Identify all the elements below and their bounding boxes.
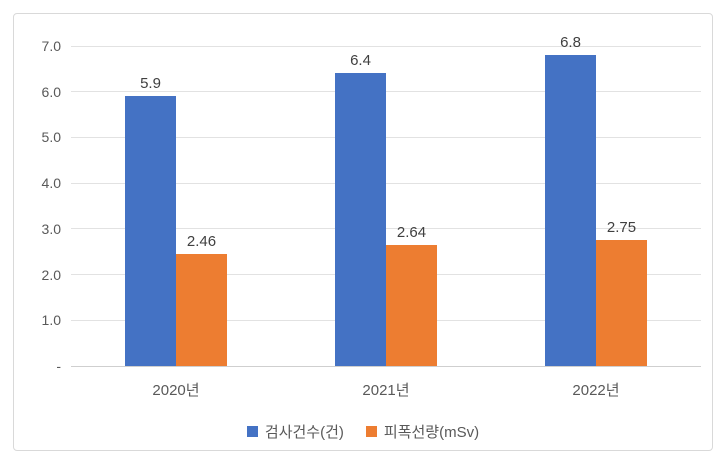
bar-2021년-s2: [386, 245, 437, 366]
legend-item-series1: 검사건수(건): [246, 421, 344, 442]
y-tick-label: 5.0: [41, 129, 61, 146]
legend-label-series1: 검사건수(건): [264, 423, 344, 441]
gridline: [71, 45, 701, 47]
x-axis-line: [71, 366, 701, 367]
gridline: [71, 136, 701, 138]
bar-label: 6.4: [350, 52, 371, 70]
y-tick-label: 4.0: [41, 175, 61, 192]
bar-label: 5.9: [140, 75, 161, 93]
gridline: [71, 91, 701, 93]
legend-swatch-orange-icon: [365, 425, 377, 437]
bar-2021년-s1: [335, 73, 386, 366]
y-tick-label: 2.0: [41, 266, 61, 283]
legend-label-series2: 피폭선량(mSv): [383, 423, 480, 441]
x-category-label: 2020년: [152, 382, 200, 399]
y-tick-label: 7.0: [41, 38, 61, 54]
x-category-label: 2022년: [572, 382, 620, 399]
bar-2020년-s2: [176, 253, 227, 366]
legend-swatch-blue-icon: [246, 425, 258, 437]
y-tick-label: 6.0: [41, 83, 61, 100]
bar-2022년-s1: [545, 55, 596, 366]
bar-label: 6.8: [560, 34, 581, 52]
y-tick-label: 1.0: [41, 312, 61, 329]
bar-2022년-s2: [596, 240, 647, 366]
gridline: [71, 182, 701, 184]
y-tick-label: -: [56, 358, 61, 374]
legend-item-series2: 피폭선량(mSv): [365, 421, 480, 442]
bar-label: 2.46: [186, 232, 217, 250]
bar-label: 2.75: [606, 219, 637, 237]
y-tick-label: 3.0: [41, 220, 61, 237]
legend: 검사건수(건) 피폭선량(mSv): [14, 420, 712, 442]
bar-2020년-s1: [125, 96, 176, 366]
bar-label: 2.64: [396, 224, 427, 242]
chart-frame: 검사건수(건) 피폭선량(mSv) 7.0 6.0 5.0 4.0 3.0 2.0 1.0 -…: [13, 13, 713, 451]
gridline: [71, 228, 701, 230]
x-category-label: 2021년: [362, 382, 410, 399]
